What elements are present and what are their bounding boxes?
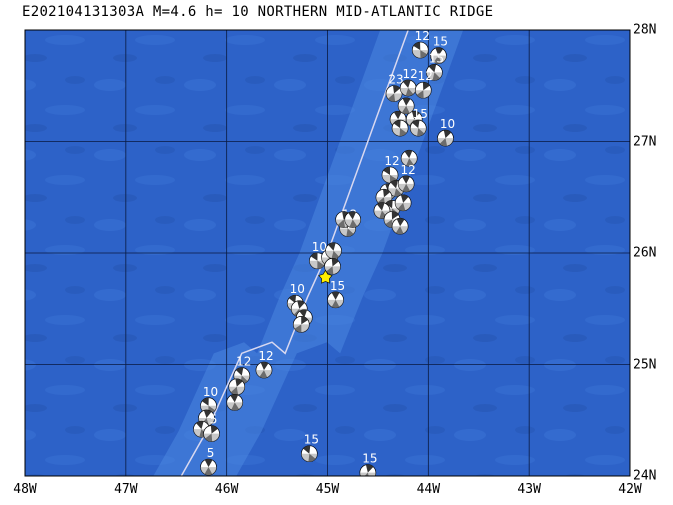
depth-label: 10 bbox=[203, 385, 218, 399]
focal-mechanism[interactable]: 15 bbox=[426, 51, 444, 81]
beachball-shading bbox=[415, 90, 432, 99]
focal-mechanism[interactable] bbox=[344, 211, 362, 228]
beachball-shading bbox=[327, 299, 344, 308]
latitude-label: 25N bbox=[633, 357, 657, 372]
beachball-shading bbox=[386, 93, 403, 102]
focal-mechanism[interactable]: 12 bbox=[399, 67, 418, 97]
focal-mechanism[interactable] bbox=[226, 394, 244, 411]
beachball-shading bbox=[255, 370, 272, 379]
focal-mechanism[interactable] bbox=[400, 149, 418, 167]
beachball-shading bbox=[426, 72, 443, 81]
beachball-shading bbox=[410, 128, 427, 137]
beachball-shading bbox=[392, 128, 409, 137]
longitude-label: 42W bbox=[618, 482, 642, 497]
depth-label: 12 bbox=[418, 69, 433, 83]
beachball-shading bbox=[301, 453, 318, 462]
focal-mechanism[interactable]: 15 bbox=[301, 433, 319, 463]
longitude-label: 48W bbox=[13, 482, 37, 497]
depth-label: 12 bbox=[236, 355, 251, 369]
depth-label: 5 bbox=[207, 446, 215, 460]
depth-label: 15 bbox=[413, 107, 428, 121]
beachball-shading bbox=[325, 250, 342, 259]
beachball-shading bbox=[400, 87, 417, 96]
depth-label: 10 bbox=[440, 117, 455, 131]
depth-label: 15 bbox=[330, 279, 345, 293]
focal-mechanism[interactable]: 10 bbox=[200, 385, 219, 415]
depth-label: 15 bbox=[433, 35, 448, 49]
latitude-label: 27N bbox=[633, 134, 657, 149]
map-title: E202104131303A M=4.6 h= 10 NORTHERN MID-… bbox=[22, 4, 494, 20]
depth-label: 12 bbox=[258, 349, 273, 363]
depth-label: 12 bbox=[403, 67, 418, 81]
beachball-shading bbox=[228, 386, 245, 395]
focal-mechanism[interactable] bbox=[387, 179, 405, 197]
depth-label: 23 bbox=[388, 73, 403, 87]
longitude-label: 44W bbox=[416, 482, 441, 497]
compressional-quadrant bbox=[364, 464, 374, 476]
focal-mechanism[interactable] bbox=[324, 258, 341, 275]
focal-mechanism[interactable]: 10 bbox=[437, 117, 455, 147]
focal-mechanism[interactable]: 15 bbox=[327, 279, 346, 309]
beachball-shading bbox=[430, 55, 447, 64]
focal-mechanism[interactable]: 5 bbox=[200, 446, 217, 476]
beachball-shading bbox=[339, 228, 356, 237]
beachball-shading bbox=[203, 433, 220, 442]
depth-label: 12 bbox=[415, 29, 430, 43]
beachball-shading bbox=[395, 202, 412, 211]
beachball-shading bbox=[392, 226, 409, 235]
beachball-shading bbox=[437, 138, 454, 147]
longitude-label: 45W bbox=[315, 482, 340, 497]
beachball-shading bbox=[324, 266, 341, 275]
focal-mechanisms: 1215152312121510121212101510121210551515 bbox=[193, 29, 455, 481]
beachball-shading bbox=[401, 158, 418, 167]
focal-mechanism[interactable] bbox=[394, 194, 412, 212]
focal-mechanism[interactable]: 12 bbox=[381, 154, 400, 184]
depth-label: 15 bbox=[362, 452, 377, 466]
beachball-shading bbox=[226, 402, 243, 411]
latitude-label: 28N bbox=[633, 22, 657, 38]
longitude-label: 43W bbox=[517, 482, 541, 497]
focal-mechanism[interactable]: 12 bbox=[255, 349, 274, 379]
focal-mechanism[interactable]: 10 bbox=[309, 240, 327, 270]
focal-mechanism[interactable]: 12 bbox=[397, 163, 416, 193]
focal-mechanism[interactable] bbox=[325, 242, 342, 260]
beachball-shading bbox=[359, 472, 376, 476]
depth-label: 12 bbox=[401, 163, 416, 177]
beachball-shading bbox=[344, 219, 361, 228]
focal-mechanism[interactable]: 15 bbox=[409, 107, 428, 137]
focal-mechanism[interactable] bbox=[397, 97, 415, 115]
depth-label: 5 bbox=[210, 413, 218, 427]
beachball-shading bbox=[398, 105, 415, 114]
focal-mechanism[interactable]: 12 bbox=[411, 29, 430, 59]
map-frame bbox=[24, 29, 631, 477]
focal-mechanism[interactable] bbox=[228, 378, 246, 396]
longitude-label: 47W bbox=[114, 482, 138, 497]
focal-mechanism[interactable]: 15 bbox=[430, 35, 448, 64]
beachball-shading bbox=[398, 183, 415, 192]
beachball-shading bbox=[200, 467, 217, 476]
depth-label: 10 bbox=[290, 282, 305, 296]
depth-label: 12 bbox=[384, 154, 399, 168]
latitude-label: 24N bbox=[633, 468, 657, 484]
beachball-shading bbox=[293, 324, 310, 333]
beachball-shading bbox=[309, 260, 326, 269]
depth-label: 15 bbox=[429, 51, 444, 65]
focal-mechanism[interactable] bbox=[373, 202, 391, 219]
depth-label: 15 bbox=[304, 433, 319, 447]
main-event-marker[interactable] bbox=[318, 269, 333, 284]
focal-mechanism[interactable]: 12 bbox=[414, 69, 433, 99]
longitude-label: 46W bbox=[214, 482, 239, 497]
latitude-label: 26N bbox=[633, 245, 657, 261]
focal-mechanism[interactable]: 23 bbox=[385, 73, 404, 102]
focal-mechanism[interactable]: 15 bbox=[359, 452, 378, 481]
focal-mechanism[interactable] bbox=[292, 316, 310, 333]
focal-mechanism[interactable]: 12 bbox=[233, 355, 252, 384]
focal-mechanism[interactable] bbox=[391, 217, 409, 235]
beachball-shading bbox=[388, 188, 405, 197]
depth-label: 10 bbox=[312, 240, 327, 254]
beachball-shading bbox=[412, 50, 429, 59]
focal-mechanism[interactable]: 5 bbox=[203, 413, 220, 442]
focal-mechanism[interactable] bbox=[391, 119, 409, 137]
